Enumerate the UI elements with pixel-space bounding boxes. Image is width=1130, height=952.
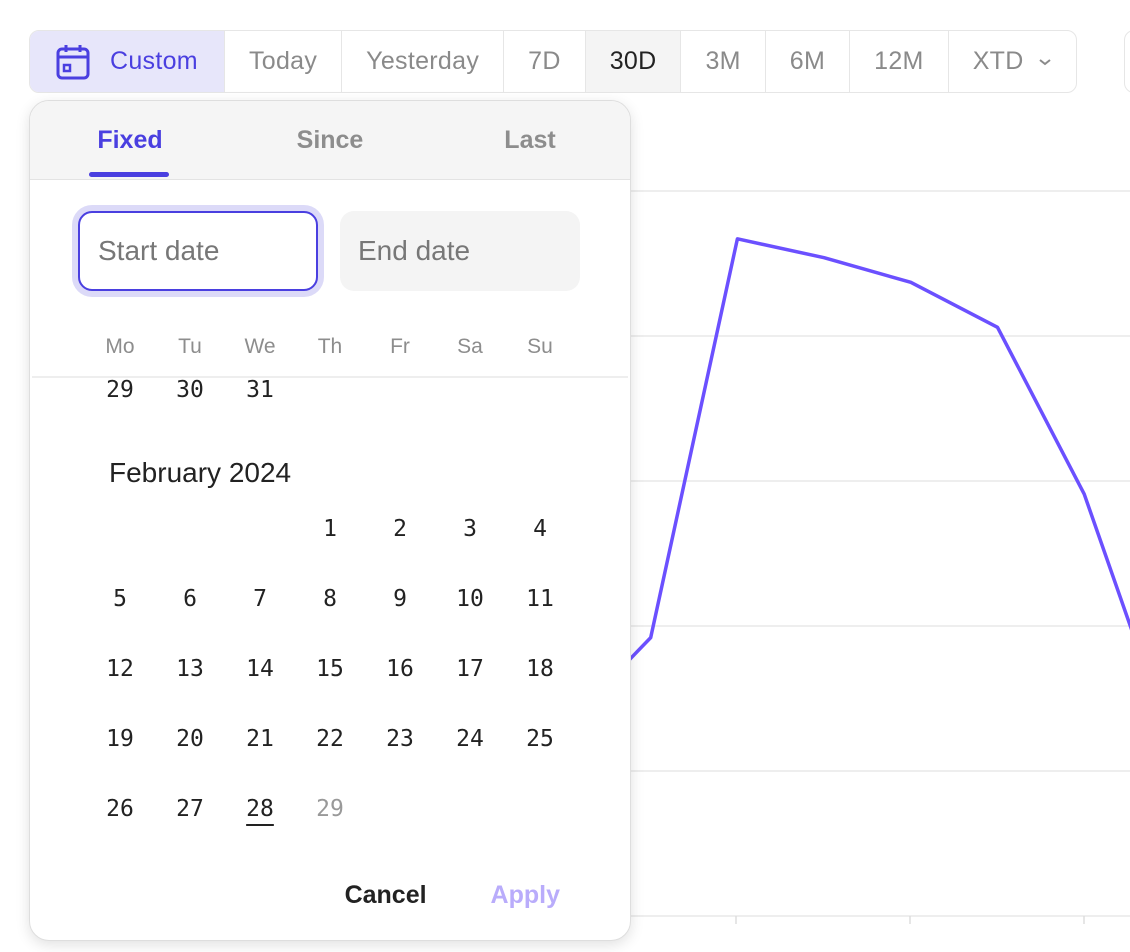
day-cell[interactable]: 22 — [316, 726, 344, 752]
range-option-30d[interactable]: 30D — [585, 31, 682, 92]
range-option-label: 7D — [528, 47, 561, 75]
range-option-7d[interactable]: 7D — [504, 31, 586, 92]
start-date-input[interactable]: Start date — [78, 211, 318, 291]
weekday-label: We — [244, 335, 276, 358]
day-cell[interactable]: 20 — [176, 726, 204, 752]
day-cell[interactable]: 25 — [526, 726, 554, 752]
divider — [32, 376, 628, 378]
day-cell[interactable]: 26 — [106, 796, 134, 822]
day-cell: 29 — [316, 796, 344, 822]
day-cell[interactable]: 19 — [106, 726, 134, 752]
day-cell[interactable]: 15 — [316, 656, 344, 682]
day-cell[interactable]: 27 — [176, 796, 204, 822]
prev-month-week: 29 30 31 — [85, 377, 295, 403]
range-option-label: Today — [248, 47, 318, 75]
range-option-label: 3M — [705, 47, 741, 75]
day-cell[interactable]: 3 — [463, 516, 477, 542]
empty-cell — [155, 516, 225, 542]
range-option-yesterday[interactable]: Yesterday — [342, 31, 505, 92]
day-cell[interactable]: 18 — [526, 656, 554, 682]
day-cell[interactable]: 11 — [526, 586, 554, 612]
day-cell[interactable]: 16 — [386, 656, 414, 682]
empty-cell — [365, 796, 435, 822]
weekday-header: Mo Tu We Th Fr Sa Su — [85, 335, 575, 359]
range-option-label: 6M — [789, 47, 826, 75]
weekday-label: Th — [317, 335, 343, 358]
calendar-week: 5 6 7 8 9 10 11 — [85, 586, 575, 612]
range-option-today[interactable]: Today — [225, 31, 343, 92]
date-picker-popover: Fixed Since Last Start date End date Mo T… — [29, 100, 631, 941]
empty-cell — [505, 796, 575, 822]
range-option-label: 12M — [874, 47, 924, 75]
day-cell[interactable]: 6 — [183, 586, 197, 612]
day-cell[interactable]: 30 — [176, 377, 204, 403]
cancel-button[interactable]: Cancel — [344, 881, 427, 909]
range-option-label: Custom — [110, 47, 198, 75]
empty-cell — [435, 796, 505, 822]
empty-cell — [225, 516, 295, 542]
day-cell[interactable]: 4 — [533, 516, 547, 542]
tab-last[interactable]: Last — [504, 125, 556, 154]
empty-cell — [85, 516, 155, 542]
range-option-custom[interactable]: Custom — [30, 31, 225, 92]
calendar-icon — [56, 44, 90, 79]
weekday-label: Mo — [105, 335, 135, 358]
month-title: February 2024 — [109, 457, 292, 488]
day-cell[interactable]: 10 — [456, 586, 484, 612]
day-cell[interactable]: 8 — [323, 586, 337, 612]
end-date-input[interactable]: End date — [340, 211, 580, 291]
day-cell[interactable]: 1 — [323, 516, 337, 542]
calendar-week: 26 27 28 29 — [85, 796, 575, 822]
picker-tabs: Fixed Since Last — [30, 101, 630, 180]
day-cell[interactable]: 31 — [246, 377, 274, 403]
apply-button[interactable]: Apply — [490, 881, 560, 909]
day-cell[interactable]: 21 — [246, 726, 274, 752]
secondary-control[interactable] — [1124, 30, 1130, 93]
calendar-week: 1 2 3 4 — [85, 516, 575, 542]
day-cell[interactable]: 12 — [106, 656, 134, 682]
range-option-12m[interactable]: 12M — [850, 31, 949, 92]
range-option-label: XTD — [972, 47, 1024, 75]
calendar-week: 19 20 21 22 23 24 25 — [85, 726, 575, 752]
weekday-label: Sa — [457, 335, 483, 358]
weekday-label: Su — [527, 335, 553, 358]
range-option-label: 30D — [609, 47, 657, 75]
day-cell[interactable]: 23 — [386, 726, 414, 752]
range-option-xtd[interactable]: XTD — [949, 31, 1076, 92]
day-cell[interactable]: 14 — [246, 656, 274, 682]
day-cell-today[interactable]: 28 — [246, 796, 274, 822]
day-cell[interactable]: 9 — [393, 586, 407, 612]
date-range-bar: Custom Today Yesterday 7D 30D 3M 6M 12M XTD — [29, 30, 1077, 93]
tab-fixed[interactable]: Fixed — [30, 101, 230, 179]
range-option-6m[interactable]: 6M — [766, 31, 851, 92]
day-cell[interactable]: 24 — [456, 726, 484, 752]
weekday-label: Tu — [178, 335, 202, 358]
day-cell[interactable]: 7 — [253, 586, 267, 612]
calendar-week: 12 13 14 15 16 17 18 — [85, 656, 575, 682]
day-cell[interactable]: 5 — [113, 586, 127, 612]
weekday-label: Fr — [390, 335, 410, 358]
day-cell[interactable]: 17 — [456, 656, 484, 682]
day-cell[interactable]: 13 — [176, 656, 204, 682]
day-cell[interactable]: 2 — [393, 516, 407, 542]
chevron-down-icon — [1038, 58, 1051, 65]
range-option-3m[interactable]: 3M — [681, 31, 766, 92]
series-line — [562, 237, 1130, 729]
range-option-label: Yesterday — [366, 47, 480, 75]
day-cell[interactable]: 29 — [106, 377, 134, 403]
tab-since[interactable]: Since — [296, 125, 364, 154]
